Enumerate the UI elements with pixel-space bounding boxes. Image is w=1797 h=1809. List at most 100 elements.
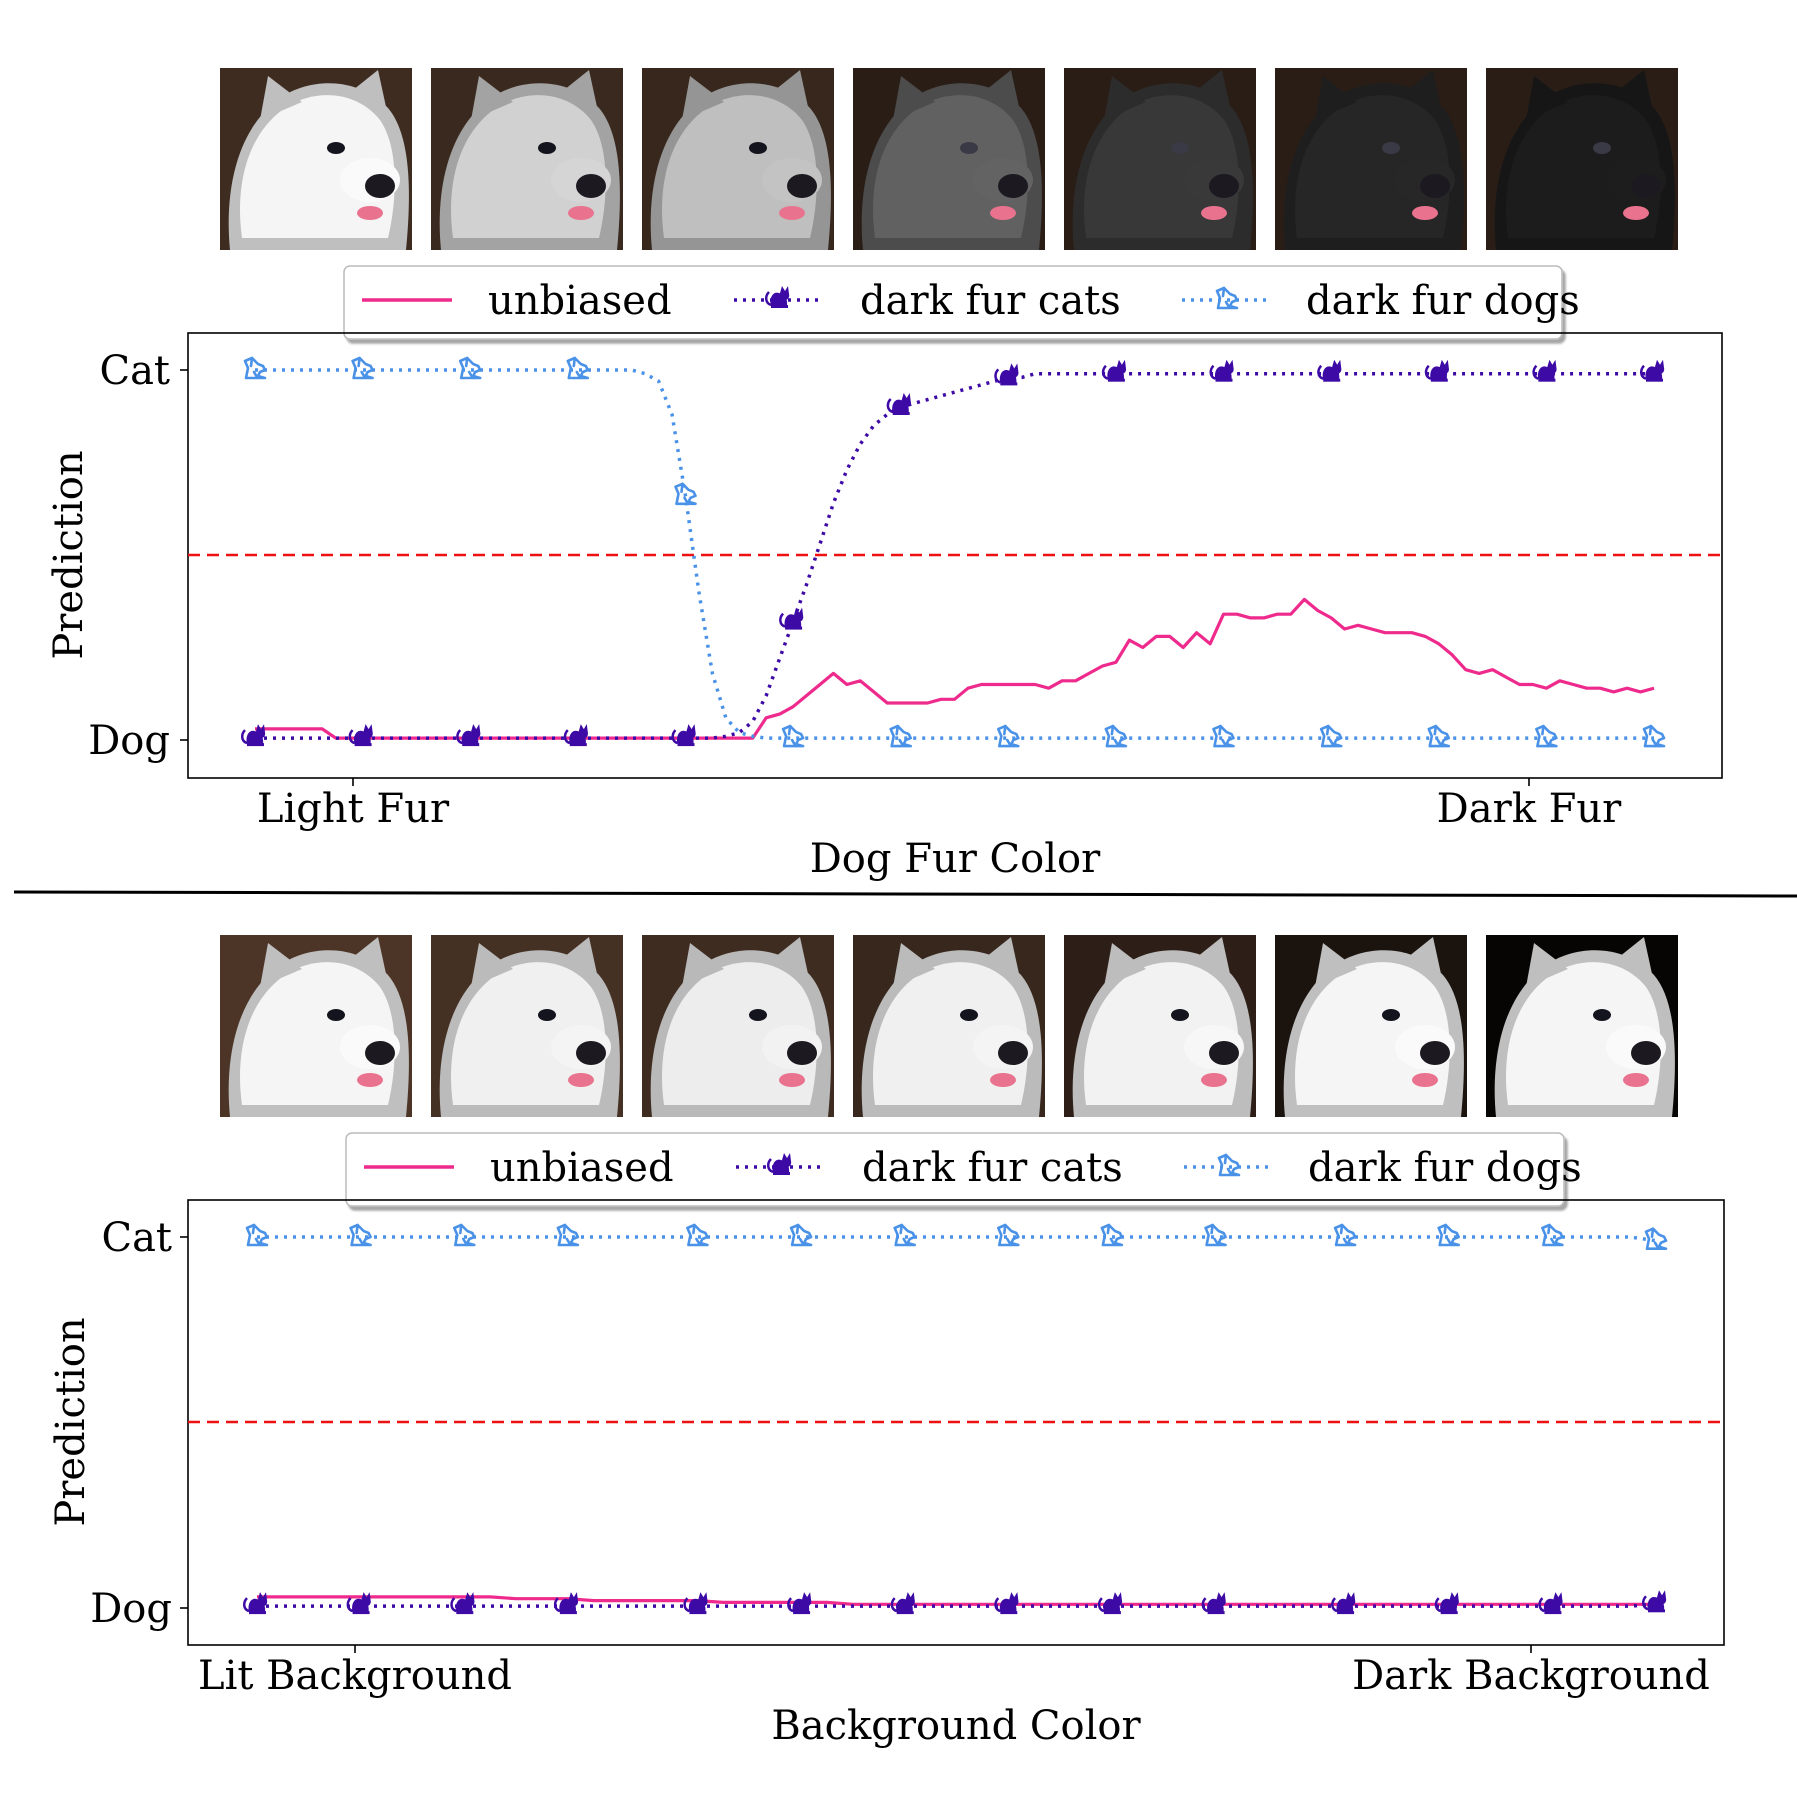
dog-icon [889, 724, 913, 748]
cat-icon [1101, 359, 1127, 382]
dog-image [853, 935, 1045, 1117]
cat-icon [1424, 359, 1449, 382]
legend-dog-icon [1217, 1153, 1241, 1177]
cat-icon [994, 1592, 1019, 1615]
cat-icon [1640, 359, 1665, 382]
dog-image [220, 68, 412, 250]
cat-icon [1538, 1592, 1563, 1615]
legend-label-dark-fur-dogs: dark fur dogs [1308, 1145, 1582, 1191]
plot-area [243, 1223, 1668, 1615]
image-strip-fur [220, 68, 1678, 250]
dog-image [853, 68, 1045, 250]
cat-icon [243, 1592, 268, 1615]
legend-label-dark-fur-cats: dark fur cats [862, 1145, 1123, 1191]
y-tick-label-cat: Cat [101, 1215, 172, 1261]
cat-icon [1317, 359, 1342, 382]
cat-icon [1642, 1590, 1667, 1613]
dog-icon [566, 356, 590, 380]
series-line-unbiased [255, 597, 1655, 740]
dog-icon [349, 1223, 372, 1247]
dog-icon [351, 356, 374, 380]
cat-icon [553, 1592, 579, 1615]
dog-icon [243, 356, 267, 380]
cat-icon [671, 724, 696, 747]
dog-icon [789, 1223, 813, 1247]
dog-icon [1535, 724, 1558, 748]
legend-label-dark-fur-cats: dark fur cats [860, 278, 1121, 324]
panel-fur-color: unbiased dark fur cats dark fur dogs Cat… [46, 68, 1723, 882]
dog-icon [996, 724, 1020, 748]
dog-image [1275, 68, 1467, 250]
dog-icon [245, 1223, 269, 1247]
y-axis-label: Prediction [48, 1317, 94, 1526]
dog-icon [1212, 724, 1235, 748]
x-tick-label-light-fur: Light Fur [257, 786, 450, 832]
cat-icon [994, 363, 1019, 386]
y-tick-label-cat: Cat [99, 348, 170, 394]
panel-background-color: unbiased dark fur cats dark fur dogs Cat… [48, 935, 1725, 1749]
cat-icon [890, 1592, 915, 1615]
series-line-unbiased [257, 1595, 1656, 1606]
dog-image [1064, 68, 1256, 250]
dog-image [1064, 935, 1256, 1117]
y-tick-label-dog: Dog [90, 1586, 172, 1632]
dog-icon [1100, 1223, 1124, 1247]
cat-icon [241, 724, 266, 747]
dog-icon [1204, 1223, 1227, 1247]
cat-icon [1434, 1592, 1459, 1615]
legend: unbiased dark fur cats dark fur dogs [343, 265, 1580, 340]
dog-image [431, 935, 623, 1117]
legend-dog-icon [1215, 286, 1239, 310]
dog-icon [556, 1223, 580, 1247]
cat-icon [779, 607, 804, 630]
dog-icon [1333, 1223, 1357, 1247]
legend-box [345, 1132, 1565, 1207]
dog-icon [781, 724, 805, 748]
legend-label-unbiased: unbiased [488, 278, 672, 324]
plot-area [241, 356, 1666, 748]
x-axis-label: Background Color [771, 1703, 1141, 1749]
cat-icon [683, 1592, 708, 1615]
dog-image [431, 68, 623, 250]
dog-icon [1642, 724, 1666, 748]
x-axis-label: Dog Fur Color [810, 836, 1101, 882]
dog-image [1275, 935, 1467, 1117]
y-axis-label: Prediction [46, 450, 92, 659]
legend-label-unbiased: unbiased [490, 1145, 674, 1191]
dog-image [642, 68, 834, 250]
series-line-dark-fur-dogs [257, 1235, 1657, 1243]
dog-icon [1319, 724, 1343, 748]
legend-cat-icon [765, 286, 790, 308]
x-tick-label-dark-background: Dark Background [1352, 1653, 1710, 1699]
dog-icon [996, 1223, 1020, 1247]
cat-icon [348, 724, 373, 747]
dog-icon [1104, 724, 1128, 748]
cat-icon [1201, 1592, 1226, 1615]
dog-icon [1644, 1227, 1668, 1250]
dog-icon [1541, 1223, 1564, 1247]
cat-icon [1331, 1592, 1356, 1615]
series-line-dark-fur-cats [255, 371, 1654, 740]
cat-icon [1097, 1592, 1123, 1615]
cat-icon [1532, 359, 1557, 382]
image-strip-background [220, 935, 1678, 1117]
y-tick-label-dog: Dog [88, 718, 170, 764]
legend-box [343, 265, 1563, 340]
dog-image [642, 935, 834, 1117]
cat-icon [456, 724, 481, 747]
dog-image [1486, 935, 1678, 1117]
dog-icon [893, 1223, 917, 1247]
dog-icon [686, 1223, 709, 1247]
cat-icon [886, 393, 911, 415]
legend-cat-icon [767, 1153, 792, 1175]
cat-icon [1209, 359, 1234, 382]
dog-icon [1427, 724, 1451, 748]
cat-icon [450, 1592, 475, 1615]
x-tick-label-lit-background: Lit Background [198, 1653, 512, 1699]
cat-icon [787, 1592, 812, 1615]
dog-icon [458, 356, 482, 380]
cat-icon [563, 724, 588, 747]
dog-icon [1437, 1223, 1460, 1247]
section-divider [13, 890, 1797, 898]
x-tick-label-dark-fur: Dark Fur [1437, 786, 1623, 832]
